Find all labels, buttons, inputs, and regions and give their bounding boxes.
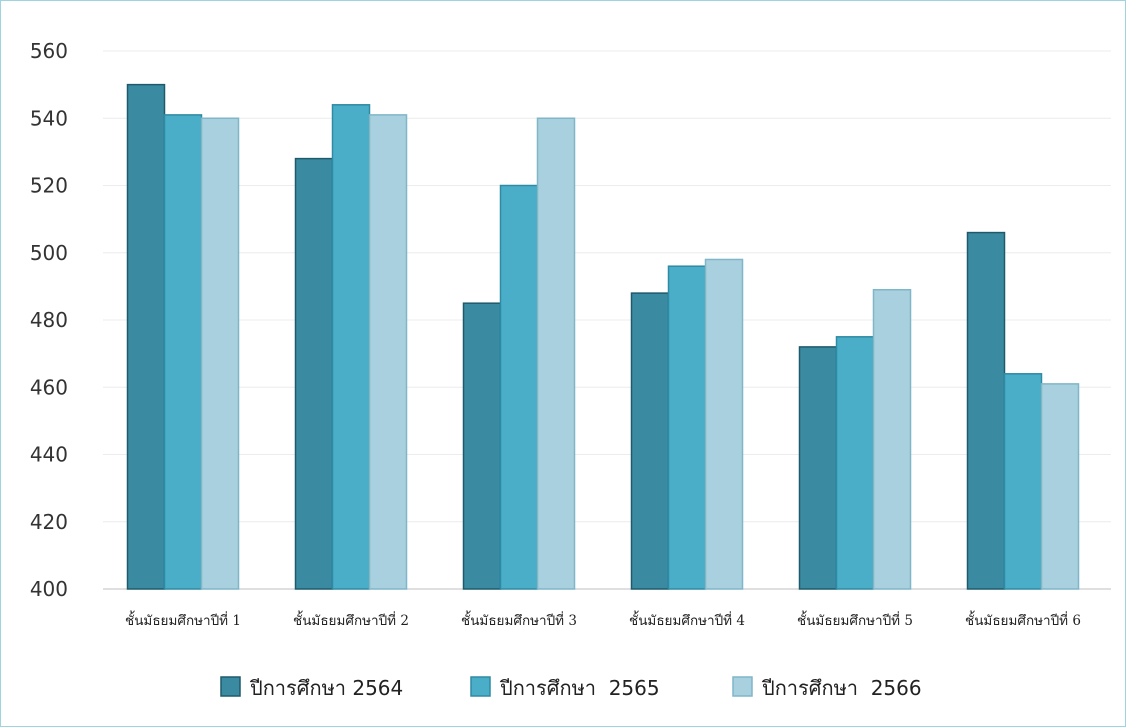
legend-label-3: ปีการศึกษา 2566 <box>762 676 922 700</box>
x-tick-label: ชั้นมัธยมศึกษาปีที่ 1 <box>125 610 241 629</box>
bar-series2-cat2 <box>331 104 371 590</box>
bars <box>126 83 1080 590</box>
bar-series1-cat3 <box>462 302 502 590</box>
y-tick-label: 440 <box>30 443 68 467</box>
y-tick-label: 560 <box>30 39 68 63</box>
x-tick-label: ชั้นมัธยมศึกษาปีที่ 2 <box>293 610 409 629</box>
y-tick-label: 540 <box>30 106 68 130</box>
bar-series2-cat6 <box>1003 373 1043 590</box>
bar-series1-cat6 <box>966 231 1006 590</box>
y-tick-label: 420 <box>30 510 68 534</box>
bar-series2-cat4 <box>667 265 707 590</box>
bar-series3-cat1 <box>200 117 240 590</box>
bar-series1-cat1 <box>126 83 166 590</box>
bar-series1-cat5 <box>798 346 838 590</box>
legend-swatch-2 <box>470 676 491 697</box>
legend-label-1: ปีการศึกษา 2564 <box>250 676 404 700</box>
x-tick-label: ชั้นมัธยมศึกษาปีที่ 5 <box>797 610 913 629</box>
legend-swatch-3 <box>732 676 753 697</box>
legend-swatch-1 <box>220 676 241 697</box>
x-axis-tick-labels: ชั้นมัธยมศึกษาปีที่ 1 ชั้นมัธยมศึกษาปีที่… <box>125 610 1081 629</box>
y-tick-label: 480 <box>30 308 68 332</box>
bar-series3-cat6 <box>1040 383 1080 590</box>
x-tick-label: ชั้นมัธยมศึกษาปีที่ 4 <box>629 610 745 629</box>
legend-label-2: ปีการศึกษา 2565 <box>500 676 660 700</box>
bar-series1-cat4 <box>630 292 670 590</box>
bar-series2-cat1 <box>163 114 203 590</box>
bar-series3-cat3 <box>536 117 576 590</box>
bar-series1-cat2 <box>294 157 334 590</box>
bar-series2-cat5 <box>835 336 875 590</box>
y-tick-label: 520 <box>30 174 68 198</box>
bar-series2-cat3 <box>499 184 539 590</box>
bar-series3-cat2 <box>368 114 408 590</box>
legend: ปีการศึกษา 2564 ปีการศึกษา 2565 ปีการศึกษา… <box>220 676 922 700</box>
bar-series3-cat4 <box>704 258 744 590</box>
y-tick-label: 500 <box>30 241 68 265</box>
y-tick-label: 460 <box>30 375 68 399</box>
x-tick-label: ชั้นมัธยมศึกษาปีที่ 3 <box>461 610 577 629</box>
y-axis-tick-labels: 400 420 440 460 480 500 520 540 560 <box>30 39 68 601</box>
gridlines <box>103 50 1111 590</box>
x-tick-label: ชั้นมัธยมศึกษาปีที่ 6 <box>965 610 1081 629</box>
y-tick-label: 400 <box>30 577 68 601</box>
bar-series3-cat5 <box>872 288 912 590</box>
